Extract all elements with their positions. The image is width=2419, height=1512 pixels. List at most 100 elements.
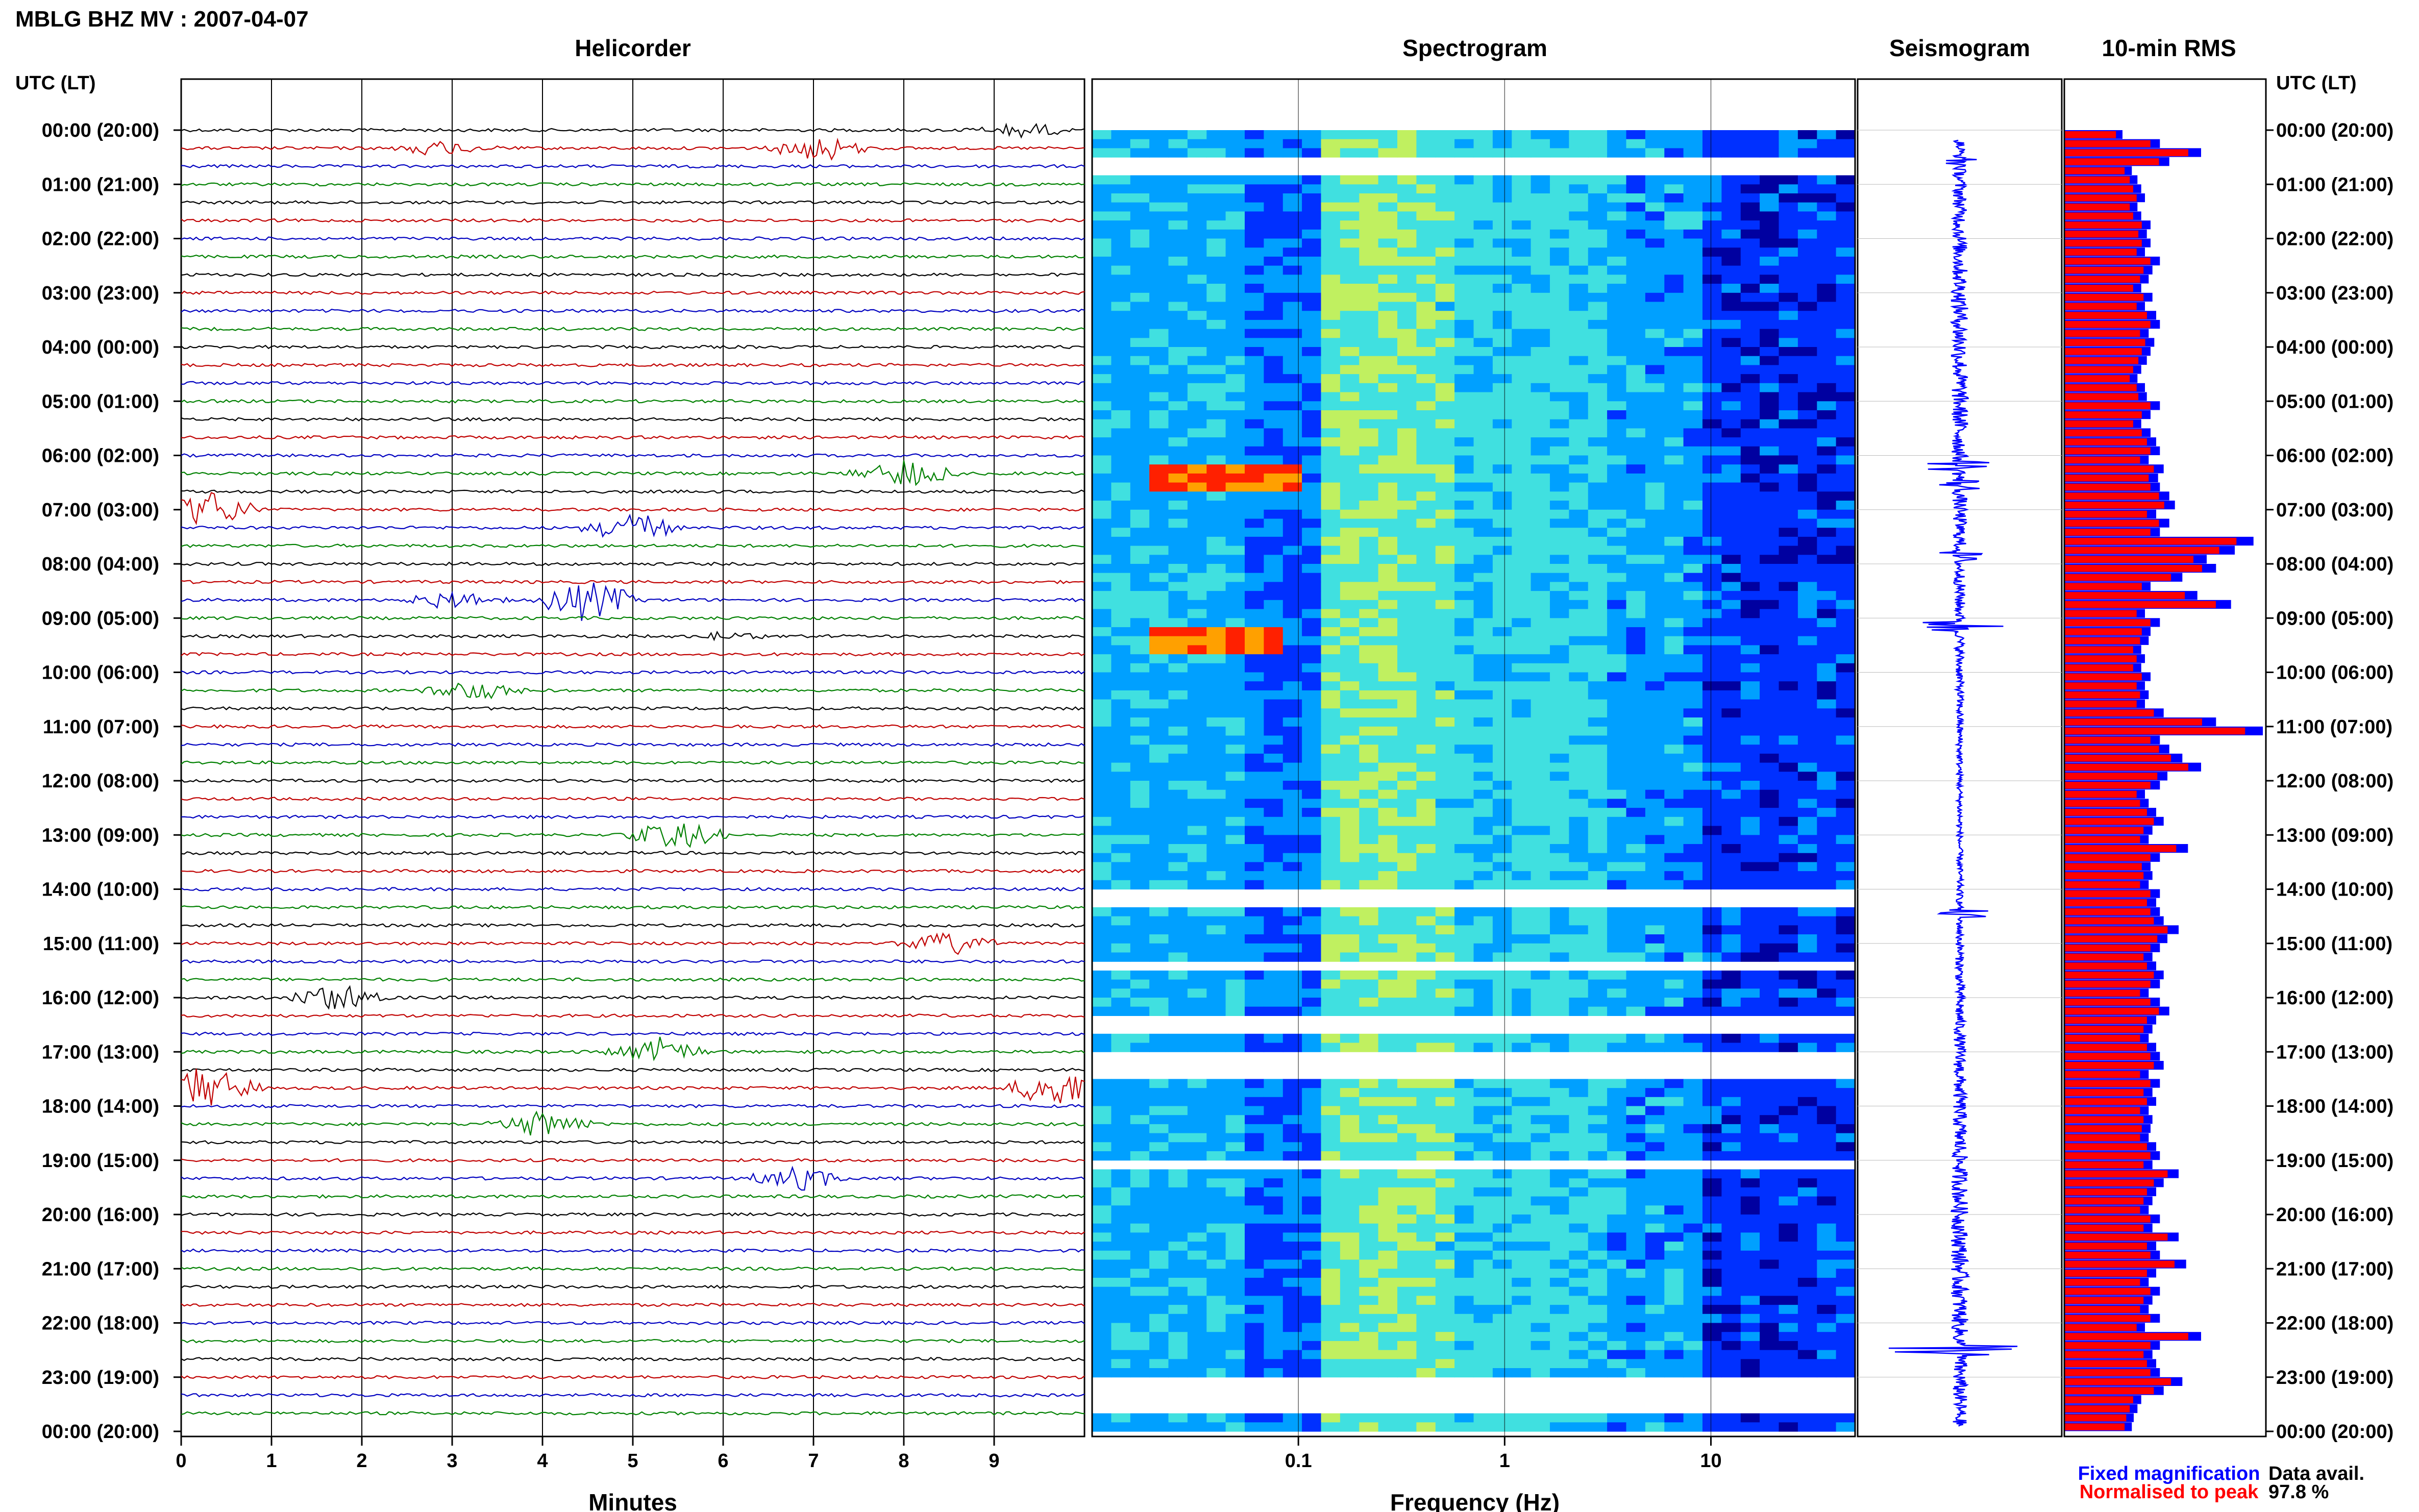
spectrogram-cell [1645, 428, 1665, 438]
spectrogram-cell [1760, 1323, 1780, 1332]
spectrogram-cell [1588, 202, 1608, 212]
spectrogram-cell [1797, 826, 1817, 835]
spectrogram-cell [1397, 1223, 1417, 1233]
spectrogram-cell [1130, 753, 1150, 763]
spectrogram-cell [1740, 193, 1760, 203]
spectrogram-cell [1664, 229, 1684, 239]
spectrogram-cell [1721, 139, 1741, 148]
spectrogram-cell [1550, 329, 1569, 338]
spectrogram-cell [1092, 717, 1112, 727]
spectrogram-cell [1588, 925, 1608, 935]
spectrogram-cell [1664, 1223, 1684, 1233]
spectrogram-cell [1187, 1006, 1207, 1016]
spectrogram-cell [1130, 907, 1150, 917]
spectrogram-cell [1282, 573, 1302, 582]
helicorder-trace [181, 1069, 1085, 1106]
spectrogram-cell [1779, 302, 1798, 311]
spectrogram-cell [1092, 609, 1112, 618]
spectrogram-cell [1702, 663, 1722, 673]
spectrogram-cell [1721, 681, 1741, 691]
spectrogram-cell [1130, 329, 1150, 338]
spectrogram-cell [1282, 1187, 1302, 1197]
spectrogram-cell [1206, 1033, 1226, 1044]
spectrogram-cell [1779, 528, 1798, 537]
spectrogram-cell [1817, 1006, 1837, 1016]
spectrogram-cell [1264, 772, 1283, 781]
spectrogram-cell [1664, 916, 1684, 926]
spectrogram-cell [1187, 970, 1207, 980]
spectrogram-cell [1817, 473, 1837, 483]
spectrogram-cell [1683, 1278, 1703, 1287]
spectrogram-cell [1664, 988, 1684, 998]
spectrogram-cell [1836, 1088, 1856, 1098]
spectrogram-cell [1245, 826, 1264, 835]
spectrogram-cell [1264, 356, 1283, 365]
spectrogram-cell [1282, 518, 1302, 528]
spectrogram-cell [1206, 1205, 1226, 1215]
spectrogram-cell [1302, 265, 1322, 275]
spectrogram-cell [1740, 347, 1760, 357]
spectrogram-cell [1206, 1214, 1226, 1224]
spectrogram-cell [1512, 627, 1532, 637]
spectrogram-cell [1645, 582, 1665, 591]
spectrogram-cell [1836, 419, 1856, 429]
spectrogram-cell [1378, 726, 1398, 736]
spectrogram-cell [1378, 1323, 1398, 1332]
spectrogram-cell [1435, 428, 1455, 438]
spectrogram-cell [1531, 1242, 1550, 1251]
spectrogram-cell [1817, 193, 1837, 203]
spectrogram-cell [1797, 347, 1817, 357]
spectrogram-cell [1645, 338, 1665, 348]
spectrogram-cell [1149, 509, 1169, 519]
spectrogram-cell [1645, 1115, 1665, 1125]
spectrogram-cell [1397, 1242, 1417, 1251]
spectrogram-cell [1817, 871, 1837, 881]
spectrogram-cell [1702, 952, 1722, 962]
spectrogram-cell [1550, 473, 1569, 483]
spectrogram-cell [1512, 844, 1532, 854]
spectrogram-cell [1340, 1079, 1360, 1088]
spectrogram-cell [1359, 645, 1379, 655]
spectrogram-cell [1569, 491, 1589, 501]
helicorder-trace [181, 1110, 1085, 1136]
spectrogram-cell [1626, 329, 1646, 338]
spectrogram-cell [1473, 410, 1493, 420]
spectrogram-cell [1378, 1242, 1398, 1251]
spectrogram-cell [1454, 338, 1474, 348]
spectrogram-cell [1588, 672, 1608, 682]
spectrogram-cell [1435, 663, 1455, 673]
spectrogram-cell [1569, 256, 1589, 266]
spectrogram-cell [1664, 365, 1684, 375]
spectrogram-cell [1531, 853, 1550, 862]
spectrogram-cell [1416, 998, 1436, 1007]
spectrogram-cell [1397, 681, 1417, 691]
spectrogram-cell [1168, 202, 1188, 212]
spectrogram-cell [1111, 1088, 1131, 1098]
spectrogram-cell [1282, 672, 1302, 682]
spectrogram-cell [1454, 609, 1474, 618]
spectrogram-cell [1683, 672, 1703, 682]
spectrogram-cell [1683, 148, 1703, 158]
spectrogram-cell [1797, 555, 1817, 564]
spectrogram-cell [1836, 745, 1856, 754]
spectrogram-cell [1435, 338, 1455, 348]
spectrogram-cell [1435, 1305, 1455, 1315]
spectrogram-cell [1416, 816, 1436, 827]
spectrogram-cell [1664, 907, 1684, 917]
spectrogram-cell [1550, 943, 1569, 953]
spectrogram-cell [1168, 365, 1188, 375]
helicorder-trace [181, 1013, 1085, 1018]
spectrogram-cell [1397, 392, 1417, 402]
spectrogram-cell [1111, 717, 1131, 727]
spectrogram-cell [1187, 229, 1207, 239]
spectrogram-cell [1626, 681, 1646, 691]
spectrogram-cell [1473, 184, 1493, 194]
spectrogram-cell [1378, 970, 1398, 980]
spectrogram-cell [1588, 401, 1608, 411]
spectrogram-cell [1302, 654, 1322, 664]
spectrogram-cell [1760, 1259, 1780, 1269]
spectrogram-cell [1378, 1286, 1398, 1296]
spectrogram-cell [1531, 1305, 1550, 1315]
spectrogram-cell [1340, 1242, 1360, 1251]
spectrogram-cell [1302, 726, 1322, 736]
